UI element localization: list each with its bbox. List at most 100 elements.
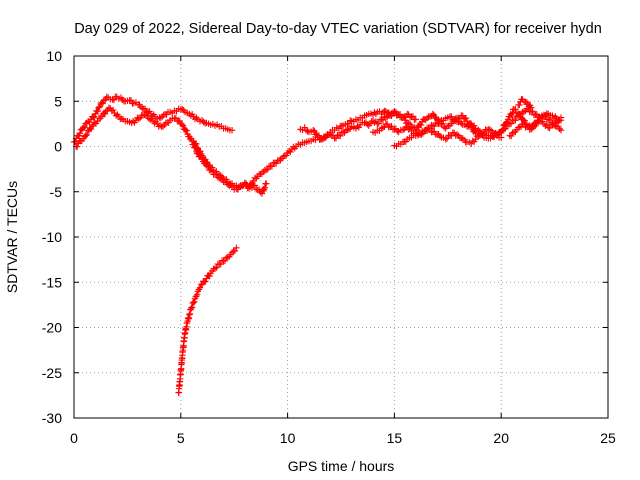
data-point-fill [436,132,444,140]
data-point-fill [315,132,323,139]
data-point [301,124,308,131]
data-point-fill [423,114,431,122]
data-point-fill [342,127,350,134]
data-point-fill [509,129,516,137]
data-point-fill [443,135,451,142]
data-point [429,110,437,118]
data-point-fill [436,118,444,125]
data-point-fill [214,171,222,178]
data-point [96,103,103,110]
data-point-fill [217,172,224,179]
data-point-fill [512,106,519,113]
data-point [412,116,419,123]
data-point-fill [441,124,448,131]
data-point-fill [193,292,200,300]
data-point-fill [221,257,229,265]
data-point-fill [512,117,519,124]
data-point-fill [172,114,180,122]
data-point-fill [334,131,341,139]
data-point-fill [217,260,224,268]
data-point-fill [238,182,246,190]
x-tick-label: 15 [387,430,403,446]
data-point-fill [347,117,354,124]
data-point-fill [311,127,318,135]
data-point-fill [192,140,200,148]
data-point-fill [394,128,401,135]
data-point-fill [118,115,125,122]
data-point-fill [179,122,187,129]
data-point-fill [200,118,207,126]
data-point-fill [206,272,213,280]
data-point-fill [400,114,408,121]
data-point-fill [507,132,515,140]
y-tick-label: 5 [54,93,62,109]
y-tick-label: 10 [46,48,62,64]
data-point [442,136,449,143]
data-point-fill [466,119,474,127]
data-point-fill [208,164,216,171]
y-tick-label: -15 [42,274,62,290]
data-point-fill [546,116,553,124]
data-point-fill [91,119,98,126]
data-point-fill [556,125,563,133]
x-axis-label: GPS time / hours [288,458,395,474]
x-tick-label: 25 [600,430,616,446]
data-point-fill [251,174,259,182]
data-point-fill [193,114,200,121]
data-point-fill [135,115,142,123]
data-point-fill [74,143,81,150]
data-point-fill [157,114,165,122]
data-point-fill [533,110,540,118]
data-point [280,153,287,160]
y-tick-label: -30 [42,410,62,426]
data-point-fill [183,127,190,134]
data-point-fill [142,112,150,119]
data-point-fill [371,119,378,126]
y-tick-label: -20 [42,320,62,336]
data-point [100,97,108,104]
data-point [557,127,565,134]
data-point-fill [129,117,137,125]
data-point-fill [90,114,97,121]
data-point-fill [520,108,528,115]
data-point-fill [526,108,533,116]
data-point-fill [415,130,422,138]
data-point [399,127,407,134]
data-point [203,158,210,166]
data-point-fill [71,138,79,146]
data-point-fill [418,131,425,138]
data-point [233,244,240,252]
data-point-fill [406,114,414,121]
data-point-fill [260,185,267,193]
plot-frame [73,55,609,419]
data-point-fill [469,137,476,145]
data-point-fill [345,126,353,133]
data-point-fill [87,125,95,133]
data-point-fill [105,104,113,112]
data-point-fill [261,184,269,191]
data-point-fill [103,93,110,101]
data-point-fill [95,104,102,111]
y-tick-label: -10 [42,229,62,245]
data-point [404,110,411,118]
data-point [557,114,565,121]
data-point-fill [522,124,529,131]
y-tick-label: -25 [42,365,62,381]
data-point [228,249,236,256]
data-point-fill [287,148,294,156]
data-point-fill [379,116,387,124]
data-point-fill [486,126,494,133]
data-point-fill [112,112,120,119]
data-point-fill [273,160,280,167]
data-point-fill [76,130,84,137]
tick-labels: 0 5 10 15 20 25 10 5 0 -5 -10 -15 -20 -25 -30 [42,48,616,446]
data-point-fill [178,120,186,128]
data-point-fill [274,157,281,164]
x-tick-label: 20 [493,430,509,446]
data-point [102,108,110,115]
data-point-fill [364,121,371,128]
data-point-fill [406,125,414,132]
data-point [203,275,210,282]
data-point-fill [507,120,515,127]
